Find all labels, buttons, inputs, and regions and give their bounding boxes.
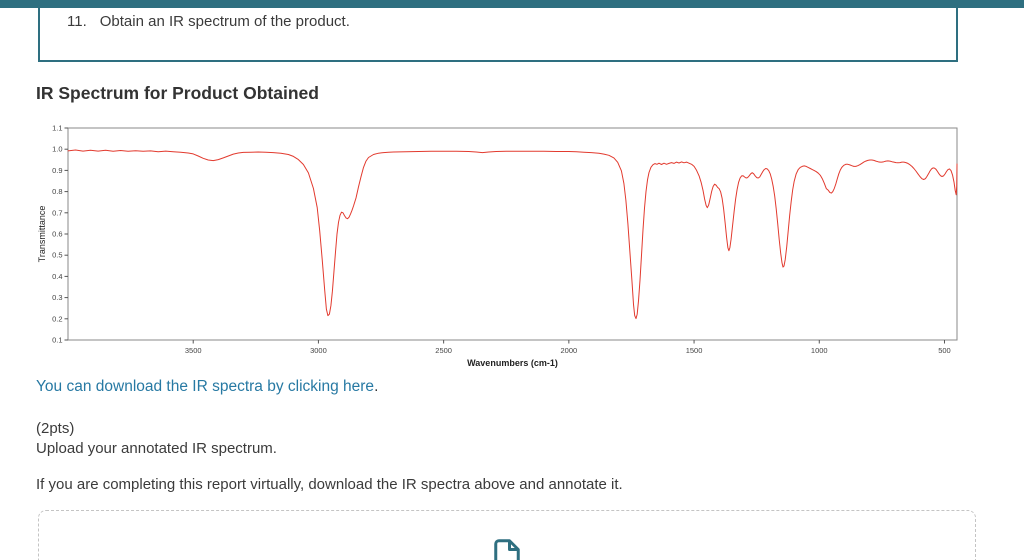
points-label: (2pts) xyxy=(36,420,75,437)
svg-text:3000: 3000 xyxy=(310,346,327,355)
svg-text:0.4: 0.4 xyxy=(52,272,62,281)
svg-text:1.1: 1.1 xyxy=(52,124,62,133)
svg-text:1000: 1000 xyxy=(811,346,828,355)
svg-text:3500: 3500 xyxy=(185,346,202,355)
top-accent-bar xyxy=(0,0,1024,8)
svg-text:2000: 2000 xyxy=(561,346,578,355)
upload-instruction: Upload your annotated IR spectrum. xyxy=(36,440,277,457)
svg-text:0.9: 0.9 xyxy=(52,166,62,175)
download-link[interactable]: You can download the IR spectra by click… xyxy=(36,378,375,395)
svg-text:0.2: 0.2 xyxy=(52,314,62,323)
svg-text:0.7: 0.7 xyxy=(52,208,62,217)
svg-text:1500: 1500 xyxy=(686,346,703,355)
svg-text:500: 500 xyxy=(938,346,951,355)
download-suffix: . xyxy=(374,378,379,395)
svg-text:0.3: 0.3 xyxy=(52,293,62,302)
svg-text:0.6: 0.6 xyxy=(52,230,62,239)
step-box: 11. Obtain an IR spectrum of the product… xyxy=(38,8,958,62)
step-number: 11. xyxy=(67,13,87,30)
svg-text:0.5: 0.5 xyxy=(52,251,62,260)
ir-spectrum-chart-svg: 1.1 1.0 0.9 0.8 0.7 0.6 0.5 0.4 0.3 0.2 0.1 3500 300… xyxy=(37,124,958,368)
virtual-note: If you are completing this report virtua… xyxy=(36,476,623,493)
ir-spectrum-chart: 1.1 1.0 0.9 0.8 0.7 0.6 0.5 0.4 0.3 0.2 0.1 3500 300… xyxy=(36,122,976,374)
section-title: IR Spectrum for Product Obtained xyxy=(36,83,319,103)
svg-text:1.0: 1.0 xyxy=(52,145,62,154)
download-line: You can download the IR spectra by click… xyxy=(36,378,378,396)
upload-dropzone[interactable] xyxy=(38,510,976,560)
svg-text:Wavenumbers (cm-1): Wavenumbers (cm-1) xyxy=(467,358,558,368)
svg-text:0.8: 0.8 xyxy=(52,187,62,196)
step-text: Obtain an IR spectrum of the product. xyxy=(99,13,350,30)
svg-text:2500: 2500 xyxy=(435,346,452,355)
svg-text:0.1: 0.1 xyxy=(52,336,62,345)
svg-text:Transmittance: Transmittance xyxy=(37,206,47,263)
file-upload-icon xyxy=(494,539,520,560)
